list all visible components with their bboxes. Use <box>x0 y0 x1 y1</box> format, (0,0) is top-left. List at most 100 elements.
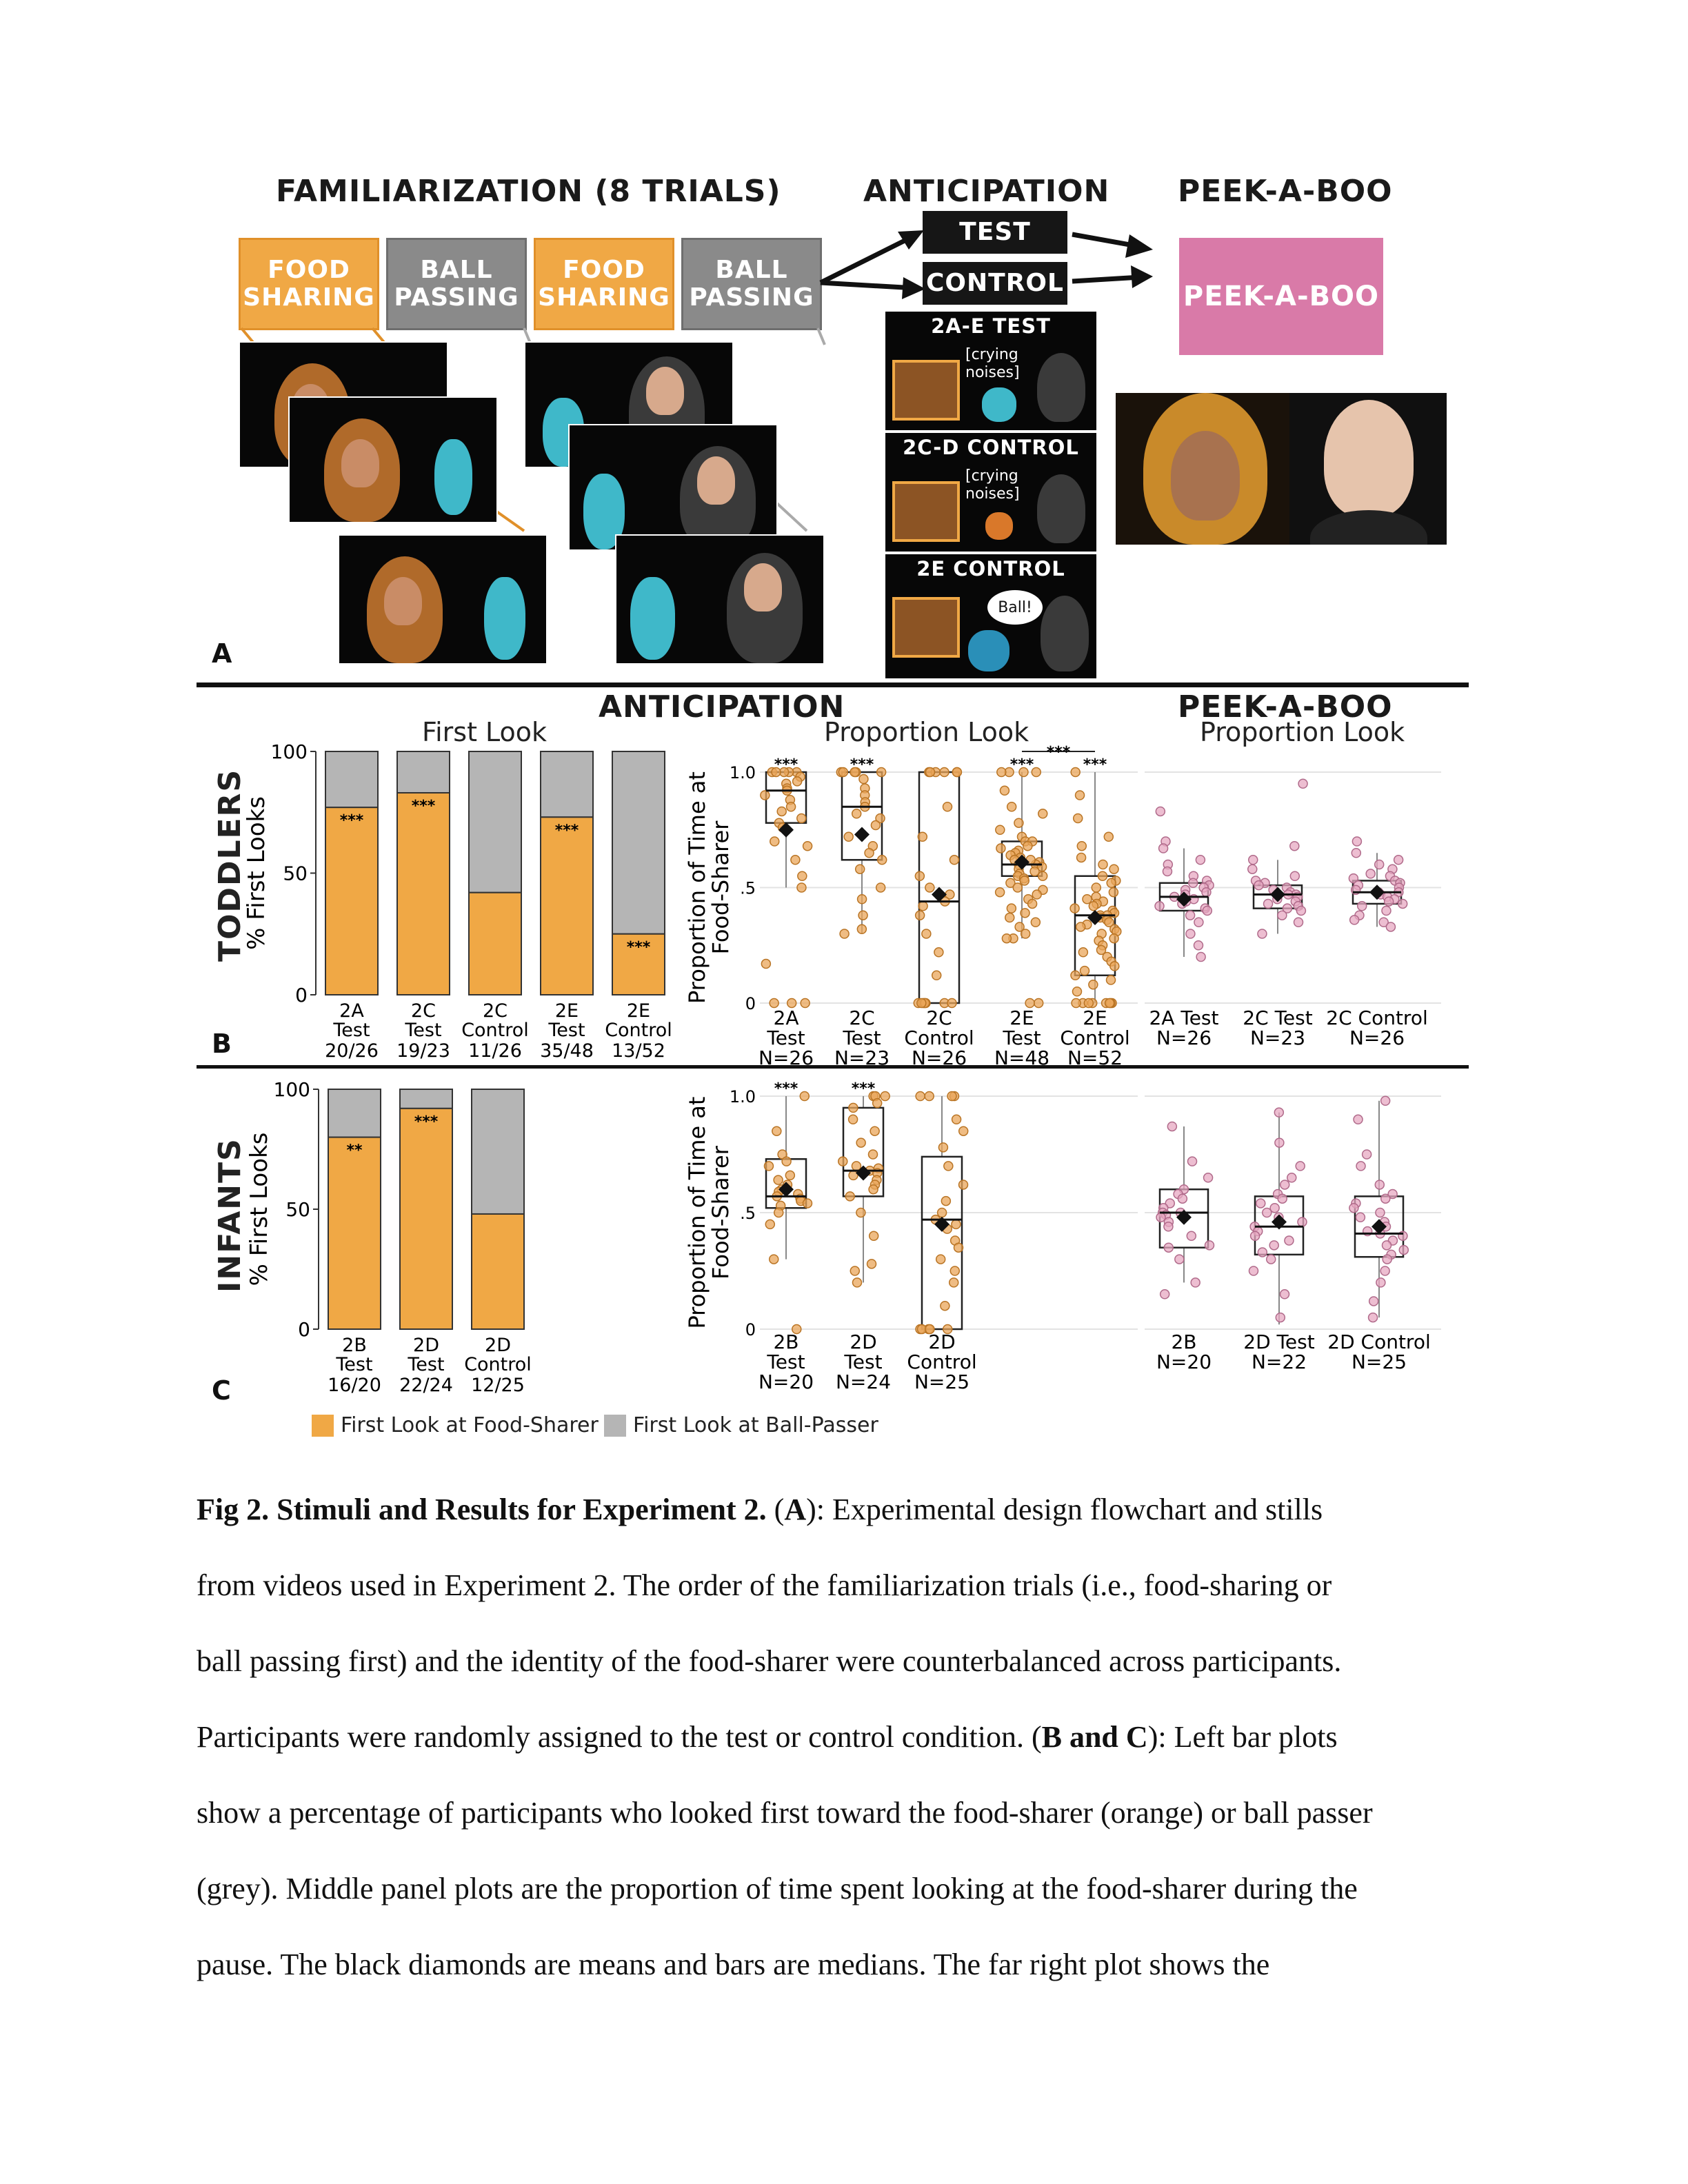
significance-label: *** <box>627 939 651 956</box>
data-point <box>1091 882 1102 893</box>
data-point <box>1029 866 1040 877</box>
x-tick-label: 2E <box>555 1000 579 1022</box>
panel-letter-c: C <box>212 1375 231 1406</box>
caption-text: ): Experimental design flowchart and sti… <box>806 1493 1323 1526</box>
data-point <box>845 1191 855 1202</box>
y-axis-label: Food-Sharer <box>707 1145 734 1280</box>
data-point <box>1254 880 1264 891</box>
data-point <box>1274 1138 1285 1148</box>
data-point <box>1195 855 1206 865</box>
data-point <box>868 1184 878 1195</box>
x-tick-label: 2D <box>850 1331 876 1353</box>
peekaboo-subtitle: Proportion Look <box>1200 717 1405 747</box>
data-point <box>1204 1240 1215 1251</box>
x-tick-label: N=23 <box>834 1046 890 1069</box>
data-point <box>1177 1193 1188 1204</box>
x-tick-label: Test <box>843 1351 882 1373</box>
peekaboo-results-title: PEEK-A-BOO <box>1178 689 1393 725</box>
data-point <box>802 1198 813 1209</box>
data-point <box>1001 933 1012 944</box>
x-tick-label: 2D <box>928 1331 955 1353</box>
data-point <box>785 1170 796 1181</box>
box <box>842 1106 885 1197</box>
data-point <box>1038 809 1048 819</box>
y-axis-label: Proportion of Time at <box>684 1097 710 1329</box>
data-point <box>1020 908 1030 918</box>
data-point <box>796 882 807 893</box>
caption-text: ( <box>766 1493 785 1526</box>
food-sharer-highlight <box>892 597 960 658</box>
x-tick-label: N=22 <box>1252 1351 1307 1373</box>
y-tick-label: 1.0 <box>730 763 756 782</box>
condition-2c-d-control: 2C-D CONTROL [crying noises] <box>884 432 1098 553</box>
data-point <box>856 1138 866 1148</box>
data-point <box>925 767 936 778</box>
bar-food-sharer <box>399 1107 453 1330</box>
caption-text: ): Left bar plots <box>1147 1720 1338 1754</box>
legend-label-ball: First Look at Ball-Passer <box>633 1413 878 1437</box>
data-point <box>996 843 1006 853</box>
data-point <box>1348 873 1359 884</box>
data-point <box>772 1126 782 1136</box>
data-point <box>1398 1244 1409 1255</box>
data-point <box>1375 1207 1385 1218</box>
data-point <box>1378 917 1389 927</box>
x-tick-label: N=26 <box>912 1046 967 1069</box>
x-tick-label: Test <box>335 1354 372 1375</box>
data-point <box>876 855 887 865</box>
data-point <box>872 1098 883 1109</box>
bar-ball-passer <box>396 751 450 794</box>
data-point <box>1277 910 1287 920</box>
x-tick-label: 2E <box>1083 1007 1107 1029</box>
data-point <box>870 820 881 831</box>
puppet-figure <box>968 630 1009 671</box>
data-point <box>941 1195 952 1206</box>
data-point <box>1006 903 1017 913</box>
data-point <box>776 806 787 817</box>
significance-label: ** <box>346 1142 363 1160</box>
data-point <box>1385 922 1396 932</box>
x-tick-label: N=20 <box>758 1371 814 1393</box>
data-point <box>848 1170 858 1181</box>
x-tick-label: 12/25 <box>471 1375 525 1396</box>
data-point <box>1194 917 1204 927</box>
data-point <box>1088 901 1099 911</box>
data-point <box>1167 1121 1178 1132</box>
data-point <box>1269 1240 1279 1251</box>
x-tick-label: Control <box>1060 1027 1129 1049</box>
data-point <box>1380 1095 1391 1106</box>
box-line: PASSING <box>689 283 814 312</box>
x-tick-label: N=25 <box>914 1371 969 1393</box>
data-point <box>1106 878 1116 889</box>
data-point <box>1356 901 1367 911</box>
test-label: TEST <box>959 218 1031 246</box>
data-point <box>1190 1277 1200 1288</box>
data-point <box>1019 876 1029 886</box>
data-point <box>1108 887 1119 898</box>
data-point <box>1352 836 1363 847</box>
x-tick-label: 11/26 <box>468 1040 522 1062</box>
food-sharer-highlight <box>892 481 960 542</box>
caption-line-1: Fig 2. Stimuli and Results for Experimen… <box>197 1492 1493 1527</box>
caption-title: Fig 2. Stimuli and Results for Experimen… <box>197 1493 767 1526</box>
ball-passer-figure <box>1037 474 1085 543</box>
y-axis-label: Food-Sharer <box>707 820 734 955</box>
data-point <box>940 1300 950 1311</box>
data-point <box>785 802 796 812</box>
data-point <box>760 790 770 800</box>
data-point <box>947 1091 957 1102</box>
anticipation-title: ANTICIPATION <box>863 174 1110 209</box>
data-point <box>1187 1156 1198 1166</box>
x-tick-label: 13/52 <box>612 1040 665 1062</box>
data-point <box>1365 869 1376 879</box>
data-point <box>1277 1193 1287 1204</box>
data-point <box>1269 1202 1280 1213</box>
data-point <box>781 1156 792 1166</box>
box-line: SHARING <box>243 283 375 312</box>
face <box>1324 400 1414 517</box>
x-tick-label: N=23 <box>1250 1027 1305 1049</box>
data-point <box>1174 1254 1185 1264</box>
y-tick-label: 0 <box>298 1318 310 1341</box>
ball-passing-box-1: BALL PASSING <box>386 238 527 330</box>
y-tick-label: .5 <box>740 879 756 898</box>
